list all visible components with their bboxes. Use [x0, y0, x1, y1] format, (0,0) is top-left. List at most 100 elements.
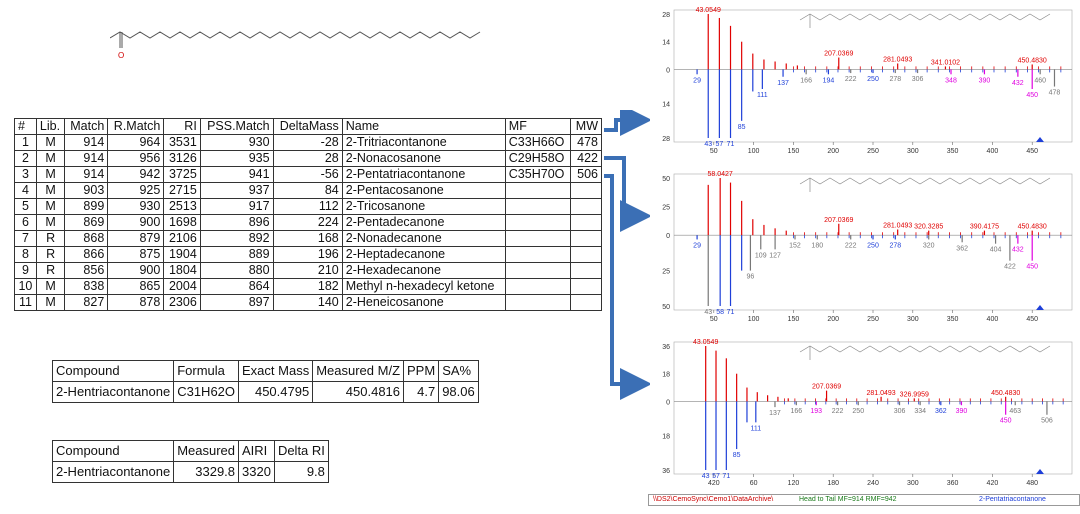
table-row: 11 M 827 878 2306 897 140 2-Heneicosanone — [14, 294, 602, 311]
hits-cell: 28 — [272, 150, 343, 167]
hits-header-cell: RI — [163, 118, 201, 135]
bottom-peak-label: 450 — [1026, 92, 1038, 99]
hits-cell: 6 — [14, 214, 37, 231]
hits-cell: 2106 — [163, 230, 201, 247]
hits-cell: 892 — [199, 230, 274, 247]
hits-cell: M — [35, 182, 66, 199]
hits-cell: 875 — [107, 246, 165, 263]
hits-cell: 930 — [199, 134, 274, 151]
hits-cell: 900 — [107, 214, 165, 231]
x-tick-label: 360 — [947, 480, 959, 487]
y-tick-label: 14 — [662, 40, 670, 47]
hits-cell: 838 — [64, 278, 109, 295]
hits-cell: M — [35, 278, 66, 295]
spectrum-panel-3: 36 18 0 18 36 420 60 120 180 240 300 360 420 480 43.05… — [650, 334, 1078, 494]
x-tick-label: 240 — [867, 480, 879, 487]
hits-cell: 869 — [64, 214, 109, 231]
structure-sketch — [799, 13, 1051, 21]
x-tick-label: 150 — [788, 148, 800, 155]
hits-cell: 865 — [107, 278, 165, 295]
bottom-peak-label: 222 — [845, 76, 857, 83]
ri-header-cell: Measured — [173, 440, 240, 462]
summary-header-cell: Compound — [51, 360, 175, 382]
bottom-peak-label: 422 — [1004, 264, 1016, 271]
hits-cell: 506 — [570, 166, 602, 183]
ri-cell: 2-Hentriacontanone — [51, 461, 175, 483]
bottom-peak-label: 111 — [750, 425, 761, 432]
hits-cell — [570, 246, 602, 263]
hits-header-cell: PSS.Match — [199, 118, 274, 135]
table-row: 7 R 868 879 2106 892 168 2-Nonadecanone — [14, 230, 602, 247]
bottom-peak-label: 250 — [867, 242, 879, 249]
hits-cell — [504, 278, 572, 295]
top-peak-label: 320.3285 — [914, 224, 943, 231]
precursor-marker — [1036, 469, 1044, 474]
hits-cell: 9 — [14, 262, 37, 279]
top-peak-label: 450.4830 — [1018, 224, 1047, 231]
bottom-peak-label: 222 — [845, 242, 857, 249]
x-tick-label: 450 — [1026, 316, 1038, 323]
x-tick-label: 450 — [1026, 148, 1038, 155]
bottom-peak-label: 180 — [811, 242, 823, 249]
y-tick-label: 0 — [666, 67, 670, 74]
hits-cell: 4 — [14, 182, 37, 199]
x-tick-label: 350 — [947, 148, 959, 155]
bottom-peak-label: 460 — [1034, 77, 1046, 84]
hits-cell: 10 — [14, 278, 37, 295]
x-tick-label: 180 — [827, 480, 839, 487]
hits-cell — [504, 246, 572, 263]
hits-cell: 140 — [272, 294, 343, 311]
mirror-spectrum-1: 28 14 0 14 28 50 100 150 200 250 300 350 400 450 43.05… — [662, 7, 1073, 155]
hits-cell — [570, 294, 602, 311]
table-row: 3 M 914 942 3725 941 -56 2-Pentatriacontanone C3… — [14, 166, 602, 183]
ri-header-cell: AIRI — [238, 440, 275, 462]
hits-cell: 956 — [107, 150, 165, 167]
y-tick-label: 36 — [662, 344, 670, 351]
x-tick-label: 100 — [748, 148, 760, 155]
hits-cell: 897 — [199, 294, 274, 311]
retention-index-table: Compound Measured AIRI Delta RI 2-Hentriaco… — [51, 440, 329, 483]
head-to-tail-info: Head to Tail MF=914 RMF=942 — [799, 496, 897, 503]
hits-cell: C35H70O — [504, 166, 572, 183]
x-tick-label: 300 — [907, 316, 919, 323]
hits-cell: R — [35, 230, 66, 247]
hits-cell: 3531 — [163, 134, 201, 151]
arrow-to-spectrum-3 — [604, 174, 650, 400]
hits-cell: 941 — [199, 166, 274, 183]
hits-cell: -28 — [272, 134, 343, 151]
hits-cell: 925 — [107, 182, 165, 199]
table-row: 1 M 914 964 3531 930 -28 2-Tritriacontanone C33H… — [14, 134, 602, 151]
bottom-peak-label: 390 — [956, 408, 968, 415]
bottom-peak-label: 29 — [693, 77, 701, 84]
hits-cell: 896 — [199, 214, 274, 231]
bottom-peak-label: 506 — [1041, 418, 1053, 425]
ri-cell: 3329.8 — [173, 461, 240, 483]
structure-sketch — [799, 177, 1051, 185]
bottom-peak-label: 71 — [727, 141, 735, 148]
x-tick-label: 200 — [827, 316, 839, 323]
x-tick-label: 120 — [788, 480, 800, 487]
hits-cell: 2513 — [163, 198, 201, 215]
bottom-peak-label: 166 — [791, 408, 803, 415]
x-tick-label: 60 — [750, 480, 758, 487]
x-tick-label: 350 — [947, 316, 959, 323]
bottom-peak-label: 278 — [889, 242, 901, 249]
arrow-to-spectrum-1 — [604, 110, 650, 136]
hits-cell: 3 — [14, 166, 37, 183]
hits-header-cell: Match — [64, 118, 109, 135]
hits-cell: M — [35, 294, 66, 311]
hits-cell: 3126 — [163, 150, 201, 167]
bottom-peak-label: 432 — [1012, 247, 1024, 254]
hits-cell: 168 — [272, 230, 343, 247]
bottom-peak-label: 306 — [912, 76, 924, 83]
top-peak-label: 390.4175 — [970, 224, 999, 231]
hits-cell: 112 — [272, 198, 343, 215]
summary-cell: 450.4795 — [238, 381, 314, 403]
x-tick-label: 480 — [1026, 480, 1038, 487]
y-tick-label: 50 — [662, 304, 670, 311]
hits-cell: R — [35, 246, 66, 263]
bottom-peak-label: 85 — [733, 452, 741, 459]
hits-header-cell: Lib. — [35, 118, 66, 135]
bottom-peak-label: 29 — [693, 242, 701, 249]
hits-cell: 856 — [64, 262, 109, 279]
